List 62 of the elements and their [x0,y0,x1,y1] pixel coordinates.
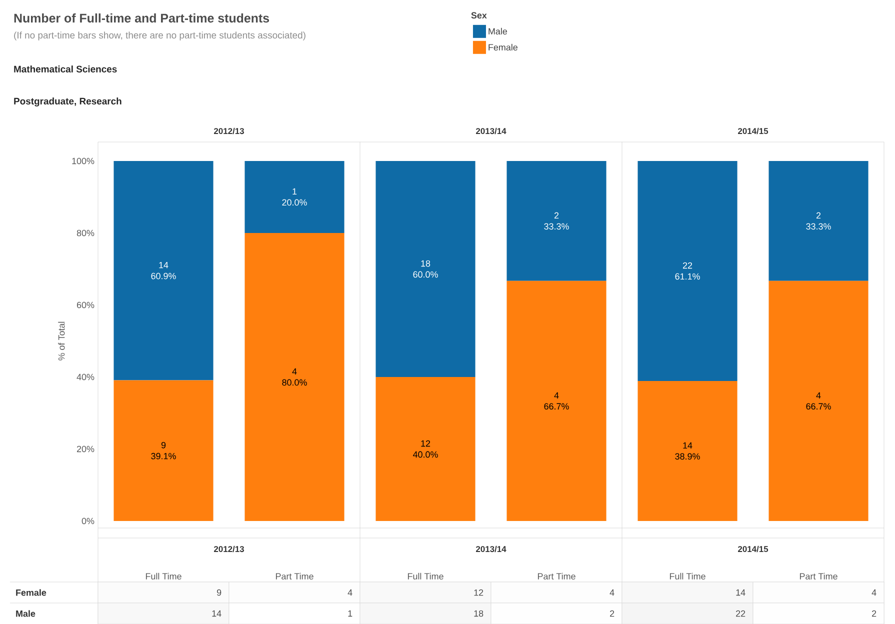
data-label: 14 60.9% [151,262,176,280]
data-label: 22 [736,610,746,617]
x-tick-label: Part Time [538,572,576,580]
text: 2013/14 [476,128,506,134]
data-label: 2 [610,610,614,617]
data-label: 12 [474,589,484,596]
y-tick-label: 60% [76,302,94,308]
data-label: 22 61.1% [675,262,700,280]
text: Mathematical Sciences [14,66,117,72]
legend-label: Female [488,44,518,50]
data-label: 2 33.3% [544,212,569,230]
data-label: 14 [736,589,746,596]
bar [376,160,476,377]
x-tick-label: Full Time [670,572,706,580]
y-tick-label: 40% [76,374,94,380]
bar [376,376,476,521]
data-label: 4 80.0% [282,368,307,386]
data-label: 18 60.0% [413,260,438,278]
data-label: 2 33.3% [806,212,831,230]
data-label: 4 66.7% [806,392,831,410]
bar [506,160,606,281]
x-tick-label: Part Time [800,572,838,580]
data-label: 4 [610,589,614,596]
bar [114,160,214,380]
data-label: 1 [348,610,352,617]
text: 2013/14 [476,546,506,552]
data-label: 4 [348,589,352,596]
bar [506,280,606,521]
data-label: 12 40.0% [412,440,438,458]
text: 2012/13 [214,128,244,134]
x-tick-label: Full Time [408,572,444,580]
bar [638,160,738,381]
data-label: 14 38.9% [675,442,700,460]
data-label: 2 [872,610,876,617]
text: 2012/13 [214,546,244,552]
data-label: 9 39.1% [151,442,176,460]
text: (If no part-time bars show, there are no part-time students associated) [14,32,306,40]
x-tick-label: Part Time [276,572,314,580]
bar [768,280,868,521]
bar [114,380,214,521]
y-tick-label: 20% [76,446,94,452]
data-label: 14 [212,610,222,617]
text: 2014/15 [738,128,768,134]
data-label: 18 [474,610,484,617]
data-label: 4 [872,589,876,596]
y-axis-title: % of Total [58,322,65,360]
bar [244,160,344,233]
text: Number of Full-time and Part-time students [14,13,270,23]
text: Postgraduate, Research [14,98,122,106]
bar [638,380,738,521]
legend-title: Sex [471,12,487,19]
y-tick-label: 0% [82,518,94,524]
bar [244,232,344,521]
x-tick-label: Full Time [146,572,182,580]
data-label: 9 [216,589,222,596]
data-label: 1 20.0% [282,188,307,206]
legend-label: Male [488,28,508,35]
bar [768,160,868,281]
text: 2014/15 [738,546,768,552]
data-label: 4 66.7% [544,392,569,410]
y-tick-label: 100% [72,158,94,164]
y-tick-label: 80% [76,230,94,236]
